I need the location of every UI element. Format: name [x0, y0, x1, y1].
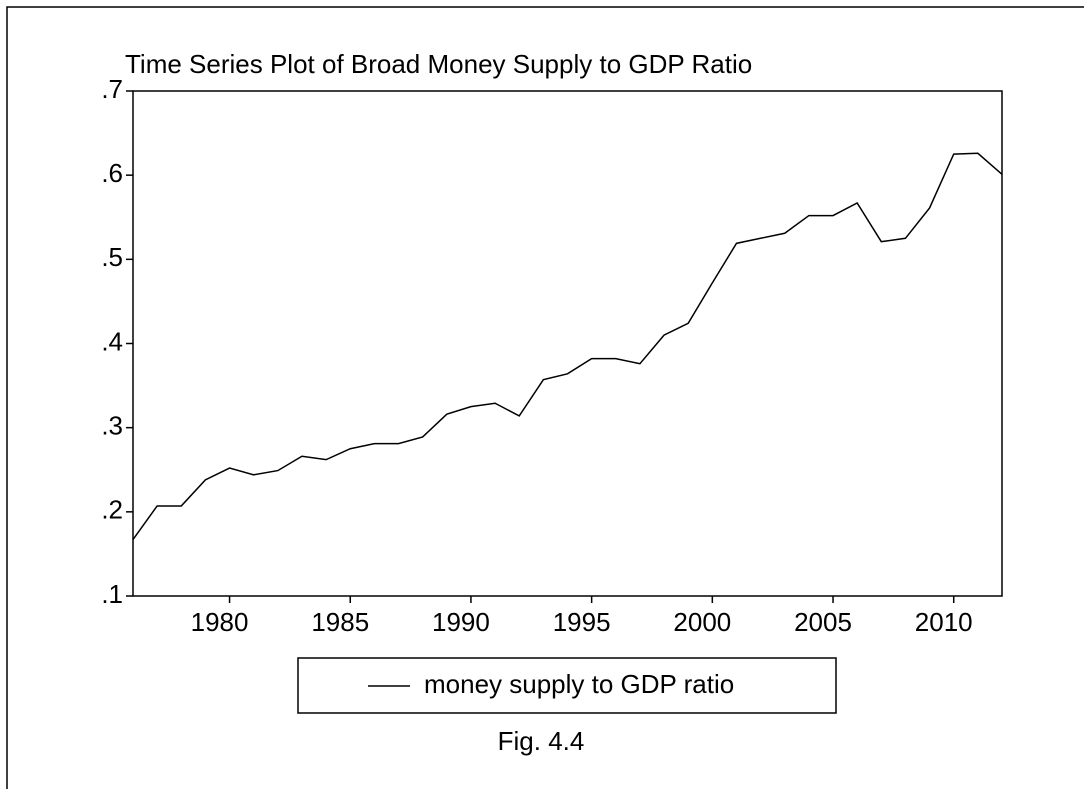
x-tick-label: 1990: [432, 607, 490, 637]
page-frame: [6, 6, 1084, 789]
y-tick-label: .5: [101, 242, 123, 272]
caption: Fig. 4.4: [498, 726, 585, 756]
x-tick-label: 1985: [311, 607, 369, 637]
y-tick-label: .4: [101, 326, 123, 356]
x-tick-label: 2005: [794, 607, 852, 637]
legend-label: money supply to GDP ratio: [424, 669, 734, 699]
x-tick-label: 1995: [553, 607, 611, 637]
y-tick-label: .6: [101, 158, 123, 188]
x-tick-label: 1980: [191, 607, 249, 637]
y-tick-label: .2: [101, 495, 123, 525]
y-tick-label: .3: [101, 411, 123, 441]
plot-frame: [132, 90, 1003, 597]
line-series: [132, 152, 1003, 541]
y-tick-label: .1: [101, 579, 123, 609]
x-tick-label: 2010: [915, 607, 973, 637]
y-tick-label: .7: [101, 74, 123, 104]
chart-title: Time Series Plot of Broad Money Supply t…: [125, 49, 752, 79]
x-tick-label: 2000: [673, 607, 731, 637]
legend-box: [297, 657, 837, 714]
